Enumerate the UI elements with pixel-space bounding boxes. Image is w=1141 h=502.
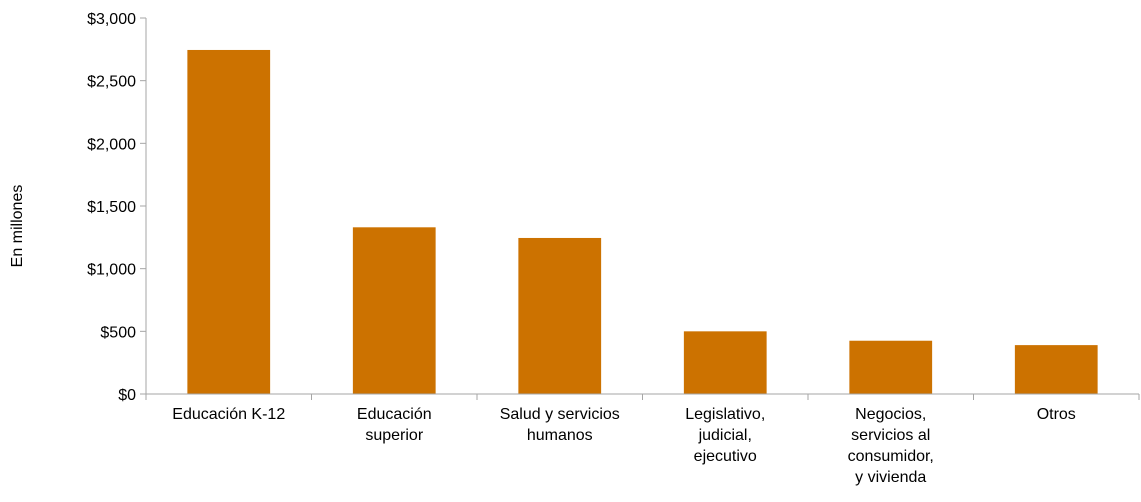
- y-tick-label: $2,500: [87, 74, 136, 91]
- x-category-label: Educación superior: [357, 406, 432, 444]
- x-category-label: Educación K-12: [172, 406, 285, 423]
- bar: [1014, 345, 1098, 394]
- y-tick-label: $2,000: [87, 136, 136, 153]
- bar: [849, 340, 933, 394]
- x-axis-labels: Educación K-12 Educación superior Salud y s…: [172, 406, 1076, 486]
- bar: [352, 227, 436, 394]
- x-category-label: Legislativo, judicial, ejecutivo: [685, 406, 765, 465]
- bar: [187, 49, 271, 395]
- bar-series: [187, 49, 1098, 395]
- y-tick-label: $0: [118, 387, 136, 404]
- y-axis-ticks: $0 $500 $1,000 $1,500 $2,000 $2,500 $3,000: [87, 11, 146, 404]
- y-tick-label: $1,000: [87, 262, 136, 279]
- x-category-label: Otros: [1037, 406, 1076, 423]
- x-category-label: Negocios, servicios al consumidor, y vivien…: [848, 406, 934, 486]
- x-category-label: Salud y servicios humanos: [500, 406, 620, 444]
- y-tick-label: $3,000: [87, 11, 136, 28]
- y-tick-label: $500: [100, 324, 136, 341]
- bar: [518, 237, 602, 394]
- y-axis-title: En millones: [9, 185, 26, 268]
- bar: [683, 331, 767, 394]
- axes: [145, 18, 1140, 400]
- y-tick-label: $1,500: [87, 199, 136, 216]
